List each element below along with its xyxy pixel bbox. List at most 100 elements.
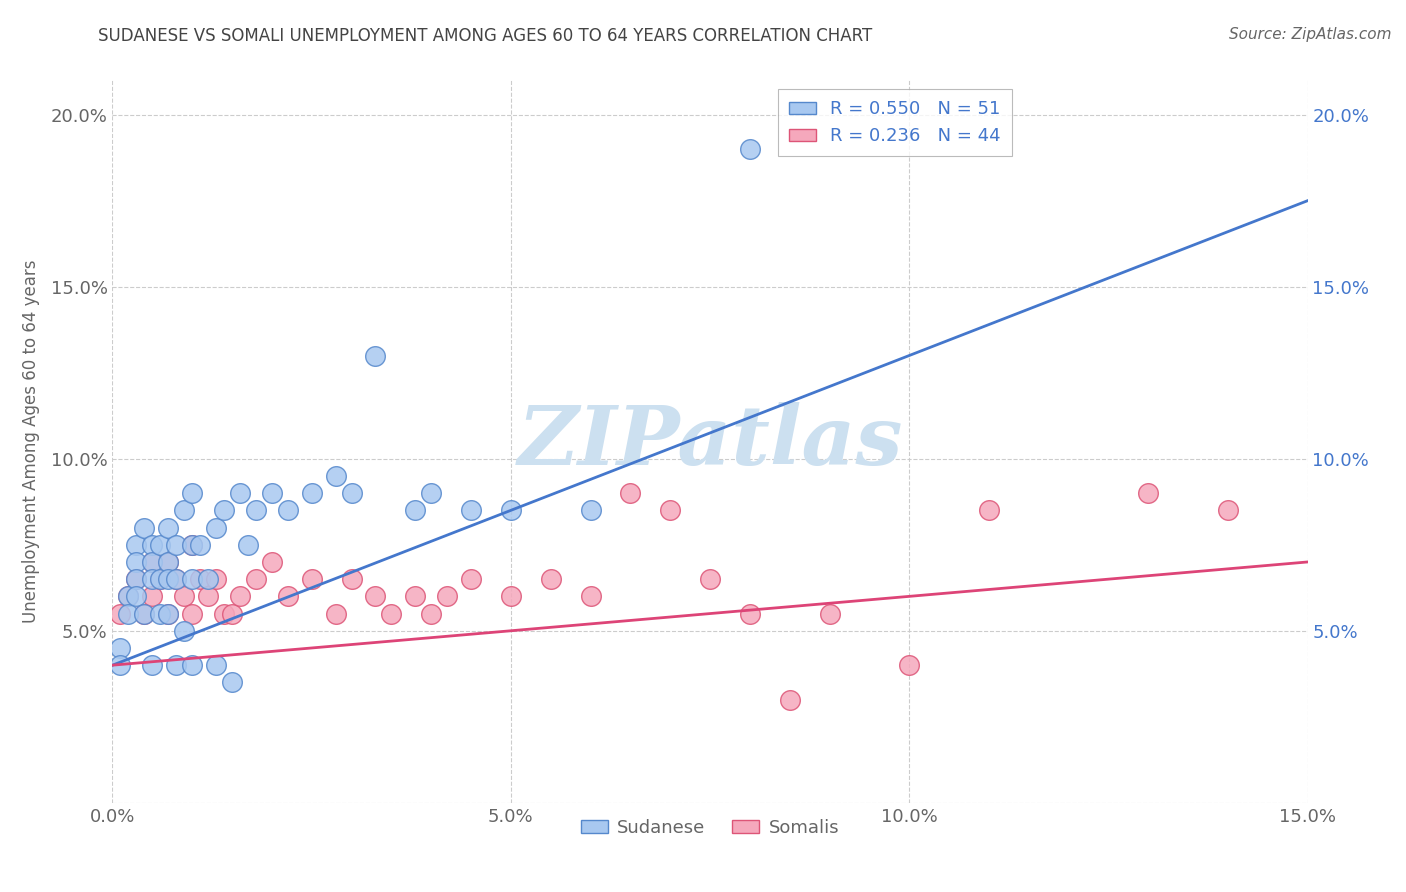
Point xyxy=(165,572,187,586)
Point xyxy=(141,555,163,569)
Point xyxy=(818,607,841,621)
Point xyxy=(165,538,187,552)
Point xyxy=(149,572,172,586)
Point xyxy=(134,607,156,621)
Point xyxy=(141,555,163,569)
Text: ZIPatlas: ZIPatlas xyxy=(517,401,903,482)
Point xyxy=(221,675,243,690)
Y-axis label: Unemployment Among Ages 60 to 64 years: Unemployment Among Ages 60 to 64 years xyxy=(21,260,39,624)
Point xyxy=(188,538,211,552)
Legend: Sudanese, Somalis: Sudanese, Somalis xyxy=(574,812,846,845)
Point xyxy=(181,538,204,552)
Point xyxy=(149,538,172,552)
Point xyxy=(229,486,252,500)
Point xyxy=(141,572,163,586)
Point xyxy=(134,607,156,621)
Text: Source: ZipAtlas.com: Source: ZipAtlas.com xyxy=(1229,27,1392,42)
Point xyxy=(117,590,139,604)
Point xyxy=(117,590,139,604)
Point xyxy=(173,590,195,604)
Point xyxy=(245,503,267,517)
Point xyxy=(779,692,801,706)
Point xyxy=(245,572,267,586)
Point xyxy=(404,590,426,604)
Point xyxy=(260,486,283,500)
Point xyxy=(540,572,562,586)
Point xyxy=(460,572,482,586)
Point xyxy=(420,607,443,621)
Point xyxy=(205,520,228,534)
Point xyxy=(499,590,522,604)
Point xyxy=(173,624,195,638)
Point xyxy=(229,590,252,604)
Point xyxy=(125,572,148,586)
Point xyxy=(221,607,243,621)
Point xyxy=(197,572,219,586)
Point xyxy=(149,607,172,621)
Point xyxy=(380,607,402,621)
Point xyxy=(181,538,204,552)
Point xyxy=(197,590,219,604)
Point xyxy=(499,503,522,517)
Point xyxy=(277,503,299,517)
Point xyxy=(110,640,132,655)
Point xyxy=(364,349,387,363)
Point xyxy=(141,538,163,552)
Point xyxy=(125,538,148,552)
Point xyxy=(181,572,204,586)
Point xyxy=(325,469,347,483)
Point xyxy=(173,503,195,517)
Point xyxy=(420,486,443,500)
Point xyxy=(165,572,187,586)
Point xyxy=(157,607,180,621)
Point xyxy=(181,486,204,500)
Point xyxy=(898,658,921,673)
Point xyxy=(125,590,148,604)
Point xyxy=(340,486,363,500)
Point xyxy=(260,555,283,569)
Point xyxy=(181,658,204,673)
Point xyxy=(738,142,761,156)
Point xyxy=(205,658,228,673)
Point xyxy=(157,555,180,569)
Point xyxy=(460,503,482,517)
Point xyxy=(404,503,426,517)
Point xyxy=(141,590,163,604)
Point xyxy=(149,572,172,586)
Point xyxy=(340,572,363,586)
Point xyxy=(301,572,323,586)
Point xyxy=(325,607,347,621)
Point xyxy=(110,607,132,621)
Point xyxy=(277,590,299,604)
Point xyxy=(157,607,180,621)
Point xyxy=(364,590,387,604)
Point xyxy=(212,607,235,621)
Point xyxy=(436,590,458,604)
Point xyxy=(212,503,235,517)
Point xyxy=(141,658,163,673)
Point xyxy=(157,555,180,569)
Point xyxy=(117,607,139,621)
Point xyxy=(699,572,721,586)
Point xyxy=(125,572,148,586)
Point xyxy=(188,572,211,586)
Point xyxy=(157,520,180,534)
Point xyxy=(134,520,156,534)
Point xyxy=(236,538,259,552)
Point xyxy=(205,572,228,586)
Point xyxy=(110,658,132,673)
Point xyxy=(181,607,204,621)
Point xyxy=(738,607,761,621)
Point xyxy=(165,658,187,673)
Point xyxy=(1137,486,1160,500)
Point xyxy=(579,503,602,517)
Point xyxy=(157,572,180,586)
Point xyxy=(977,503,1000,517)
Point xyxy=(619,486,641,500)
Point xyxy=(1216,503,1239,517)
Point xyxy=(659,503,682,517)
Point xyxy=(579,590,602,604)
Point xyxy=(301,486,323,500)
Point xyxy=(125,555,148,569)
Text: SUDANESE VS SOMALI UNEMPLOYMENT AMONG AGES 60 TO 64 YEARS CORRELATION CHART: SUDANESE VS SOMALI UNEMPLOYMENT AMONG AG… xyxy=(98,27,873,45)
